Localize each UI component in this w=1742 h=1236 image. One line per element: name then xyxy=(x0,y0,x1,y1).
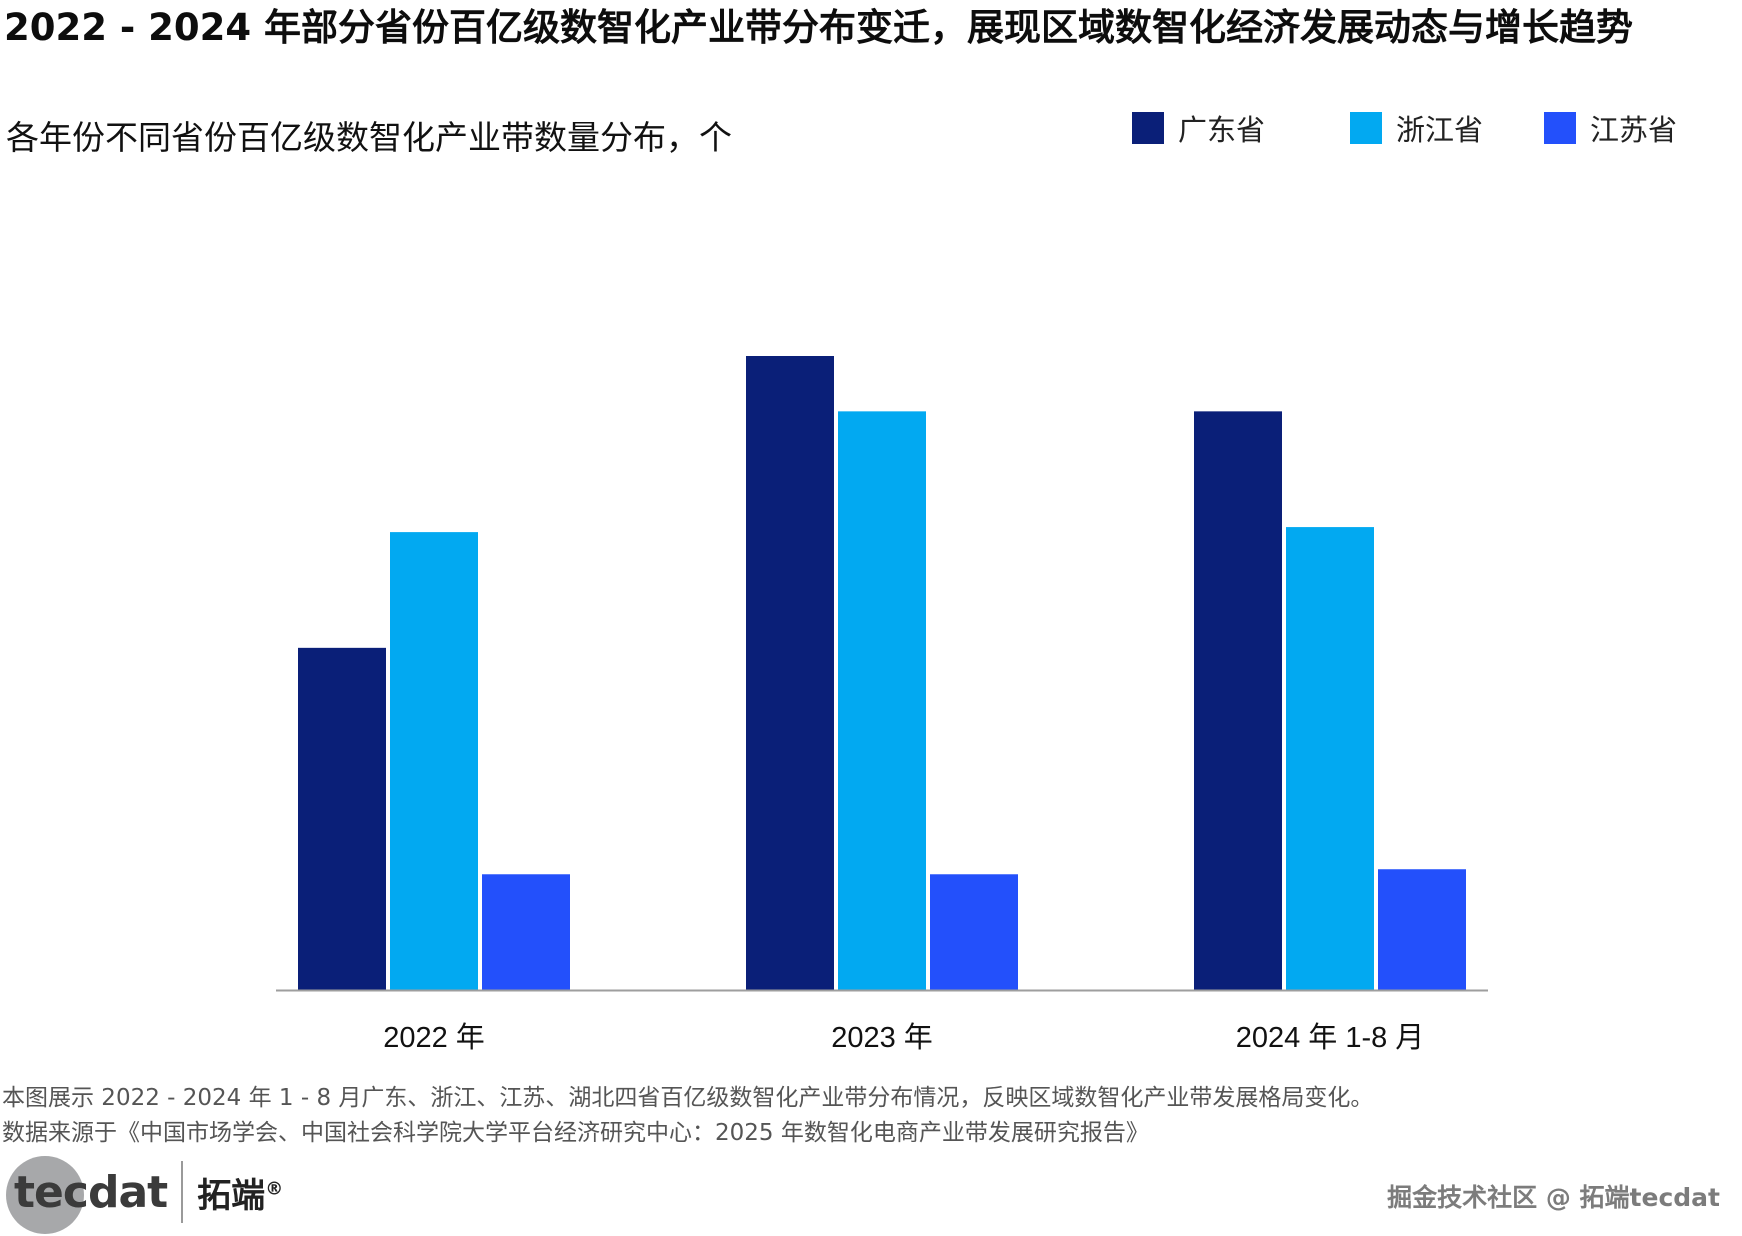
tecdat-logo: tecdat 拓端® xyxy=(6,1152,283,1234)
chart-subtitle: 各年份不同省份百亿级数智化产业带数量分布，个 xyxy=(6,118,732,157)
legend-item-jiangsu: 江苏省 xyxy=(1544,111,1677,147)
chart-source: 数据来源于《中国市场学会、中国社会科学院大学平台经济研究中心：2025 年数智化… xyxy=(2,1120,1149,1146)
logo-text: tecdat xyxy=(14,1166,168,1218)
legend-label-zhejiang: 浙江省 xyxy=(1396,113,1484,147)
chart-note: 本图展示 2022 - 2024 年 1 - 8 月广东、浙江、江苏、湖北四省百… xyxy=(2,1085,1374,1111)
bar-series-1-cat-2 xyxy=(1286,527,1374,990)
logo-reg-mark: ® xyxy=(265,1178,284,1200)
legend-swatch-jiangsu xyxy=(1544,112,1576,144)
legend-label-guangdong: 广东省 xyxy=(1178,113,1266,147)
x-tick-label: 2024 年 1-8 月 xyxy=(1236,1021,1425,1054)
bar-series-1-cat-1 xyxy=(838,411,926,990)
logo-cn-text: 拓端® xyxy=(197,1168,283,1217)
logo-cn-name: 拓端 xyxy=(197,1175,266,1216)
x-tick-label: 2022 年 xyxy=(383,1021,485,1054)
watermark: 掘金技术社区 @ 拓端tecdat xyxy=(1387,1183,1720,1212)
bar-series-0-cat-0 xyxy=(298,647,386,990)
bar-series-0-cat-1 xyxy=(746,356,834,990)
bar-series-1-cat-0 xyxy=(390,532,478,990)
bar-series-2-cat-2 xyxy=(1378,869,1466,990)
legend-swatch-guangdong xyxy=(1132,112,1164,144)
legend-label-jiangsu: 江苏省 xyxy=(1590,113,1678,147)
chart-title: 2022 - 2024 年部分省份百亿级数智化产业带分布变迁，展现区域数智化经济… xyxy=(4,6,1633,49)
logo-divider xyxy=(181,1161,184,1223)
bar-series-0-cat-2 xyxy=(1194,411,1282,990)
x-tick-label: 2023 年 xyxy=(831,1021,933,1054)
bar-series-2-cat-0 xyxy=(482,874,570,990)
bar-chart: 2022 年 2023 年 2024 年 1-8 月 xyxy=(276,356,1488,1054)
logo-circle xyxy=(6,1156,84,1234)
legend-item-guangdong: 广东省 xyxy=(1132,111,1265,147)
bar-series-2-cat-1 xyxy=(930,874,1018,990)
legend-swatch-zhejiang xyxy=(1350,112,1382,144)
legend-item-zhejiang: 浙江省 xyxy=(1350,111,1483,147)
